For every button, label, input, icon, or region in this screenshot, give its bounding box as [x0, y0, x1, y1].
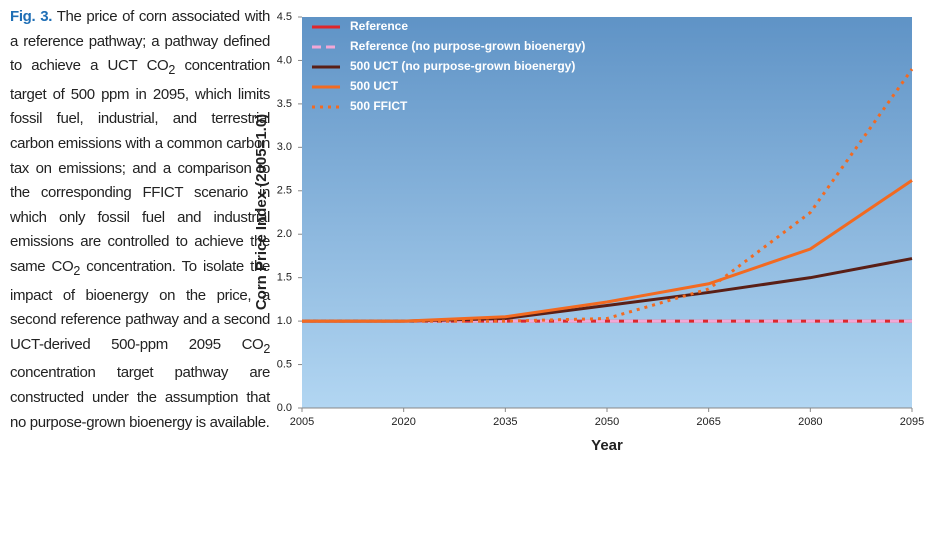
y-tick-label: 0.5 [277, 358, 292, 370]
x-tick-label: 2020 [391, 416, 415, 428]
x-axis-label: Year [591, 437, 623, 454]
legend-label: 500 FFICT [350, 99, 408, 113]
y-tick-label: 0.0 [277, 402, 292, 414]
legend-label: 500 UCT (no purpose-grown bioenergy) [350, 59, 575, 73]
x-tick-label: 2005 [290, 416, 314, 428]
series-line [302, 179, 913, 323]
caption: Fig. 3. The price of corn associated wit… [10, 8, 271, 431]
x-tick-label: 2095 [900, 416, 924, 428]
subscript: 2 [263, 341, 270, 356]
series-line [302, 68, 914, 323]
y-tick-label: 3.5 [277, 98, 292, 110]
caption-text: The price of corn associated with a refe… [10, 8, 271, 75]
x-tick-label: 2035 [493, 416, 517, 428]
y-tick-label: 4.0 [277, 54, 292, 66]
y-tick-label: 2.0 [277, 228, 292, 240]
chart: Corn Price Index (2005=1.0) Year 0.0 0.5 1… [253, 11, 924, 454]
y-tick-label: 1.5 [277, 272, 292, 284]
x-tick-label: 2080 [798, 416, 822, 428]
y-tick-label: 4.5 [277, 11, 292, 23]
caption-text: concentration target of 500 ppm in 2095,… [10, 57, 270, 275]
y-axis-label: Corn Price Index (2005=1.0) [253, 114, 270, 310]
figure-label: Fig. 3. [10, 8, 53, 25]
subscript: 2 [73, 263, 80, 278]
x-tick-label: 2065 [696, 416, 720, 428]
x-tick-label: 2050 [595, 416, 619, 428]
y-tick-label: 2.5 [277, 185, 292, 197]
legend-label: Reference (no purpose-grown bioenergy) [350, 39, 585, 53]
legend-label: 500 UCT [350, 79, 399, 93]
caption-text: concentration target pathway are constru… [10, 364, 270, 431]
plot-area [302, 17, 912, 408]
y-tick-label: 1.0 [277, 315, 292, 327]
subscript: 2 [168, 63, 175, 78]
y-tick-label: 3.0 [277, 141, 292, 153]
caption-text: concentration. To isolate the impact of … [10, 257, 270, 353]
legend-label: Reference [350, 19, 408, 33]
